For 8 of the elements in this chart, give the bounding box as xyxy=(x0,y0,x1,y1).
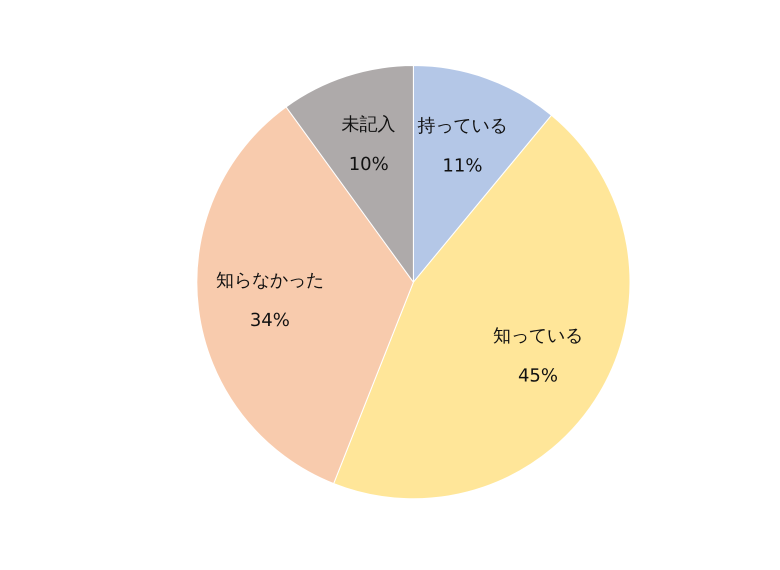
data-label: 34% xyxy=(250,310,290,331)
slice-label: 持っている xyxy=(417,116,508,137)
data-label: 10% xyxy=(348,154,389,176)
data-label: 11% xyxy=(442,156,482,177)
slice-label: 未記入 xyxy=(342,114,396,136)
slice-label: 知っている xyxy=(492,325,583,346)
data-label: 45% xyxy=(518,365,558,386)
slice-label: 知らなかった xyxy=(216,270,324,291)
